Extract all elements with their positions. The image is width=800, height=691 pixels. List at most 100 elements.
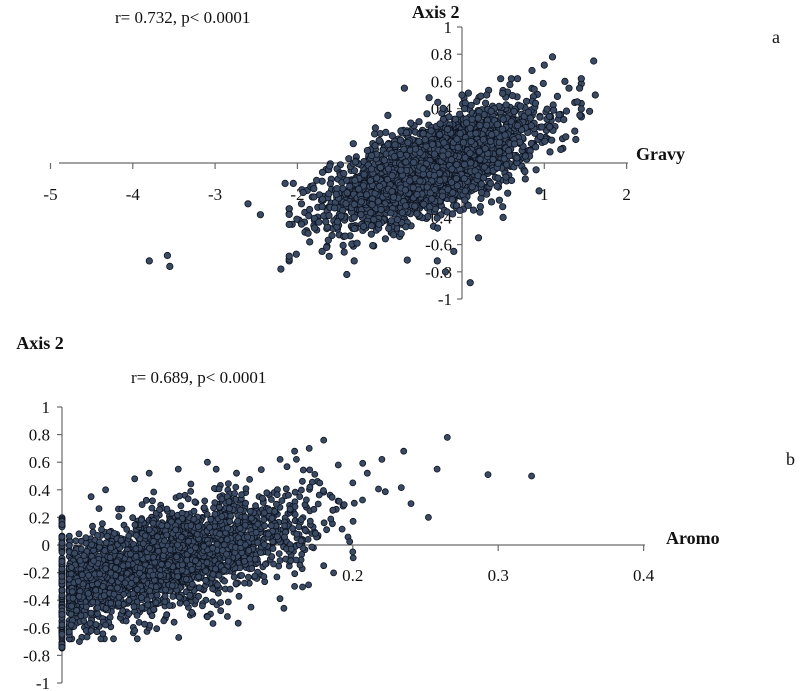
data-point [351,176,359,184]
data-point [129,514,137,522]
data-point [466,149,474,157]
data-point [98,526,105,533]
y-tick-label: -1 [36,674,50,691]
data-point [357,211,365,219]
data-point [232,483,240,491]
data-point [390,153,398,161]
data-point [382,128,390,136]
data-point [325,252,333,260]
data-point [123,526,131,533]
data-point [226,518,234,525]
data-point [486,179,495,187]
data-point [576,111,584,119]
data-point [419,165,427,173]
data-point [326,180,334,188]
data-point [426,189,434,197]
data-point [314,500,322,508]
data-point [472,129,480,137]
data-point [257,466,265,474]
y-tick-label: 1 [444,18,453,37]
data-point [397,230,405,238]
data-point [323,526,331,534]
data-point [315,218,323,226]
data-point [163,611,171,619]
data-point [402,158,410,166]
data-point [423,110,431,118]
data-point [350,224,358,233]
data-point [530,85,538,93]
data-point [498,89,507,98]
x-axis-label: Gravy [636,144,685,164]
data-point [318,195,327,203]
data-point [521,175,529,183]
data-point [108,577,115,585]
data-point [89,522,96,530]
data-point [340,248,348,256]
data-point [402,129,411,137]
data-point [477,180,485,188]
data-point [575,84,584,92]
data-point [286,505,294,513]
data-point [244,573,252,581]
data-point [398,209,406,217]
data-point [148,612,156,620]
data-point [433,163,441,171]
data-point [370,215,378,224]
data-point [375,485,382,493]
data-point [391,141,399,149]
data-point [384,140,392,148]
y-tick-label: -0.6 [425,236,452,255]
data-point [438,192,447,200]
data-point [510,140,519,148]
data-point [170,618,178,626]
data-point [224,480,232,488]
data-point [215,485,223,493]
data-point [528,66,536,75]
data-point [425,94,433,102]
data-point [297,200,306,208]
data-point [241,579,248,587]
data-point [506,81,514,89]
data-point [401,186,409,194]
data-point [402,202,410,210]
data-point [459,139,468,147]
data-point [476,203,484,211]
data-point [166,262,174,270]
data-point [138,604,146,611]
data-point [469,206,478,214]
data-point [325,211,333,220]
data-point [502,101,510,109]
data-point [458,91,466,99]
data-point [177,502,185,510]
correlation-annotation: r= 0.732, p< 0.0001 [115,8,250,27]
data-point [101,547,109,554]
data-point [474,114,482,122]
data-point [130,603,138,611]
data-point [343,270,351,279]
data-point [527,122,536,130]
data-point [370,130,379,138]
data-point [424,213,432,221]
data-point [540,61,548,69]
data-point [375,136,383,144]
data-point [433,214,441,222]
y-tick-label: -0.8 [425,263,452,282]
data-point [507,75,515,83]
data-point [106,554,114,561]
data-point [350,499,358,507]
data-point [360,170,368,179]
data-point [223,613,231,620]
data-point [221,577,229,585]
data-point [460,175,468,183]
data-point [149,497,156,505]
data-point [349,554,357,562]
data-point [273,573,281,581]
data-point [397,166,405,174]
data-point [434,98,442,107]
y-tick-label: 1 [42,398,51,417]
data-point [577,105,585,113]
data-point [513,121,522,130]
data-point [298,551,306,558]
x-tick-label: 2 [622,185,631,204]
data-point [195,584,203,592]
